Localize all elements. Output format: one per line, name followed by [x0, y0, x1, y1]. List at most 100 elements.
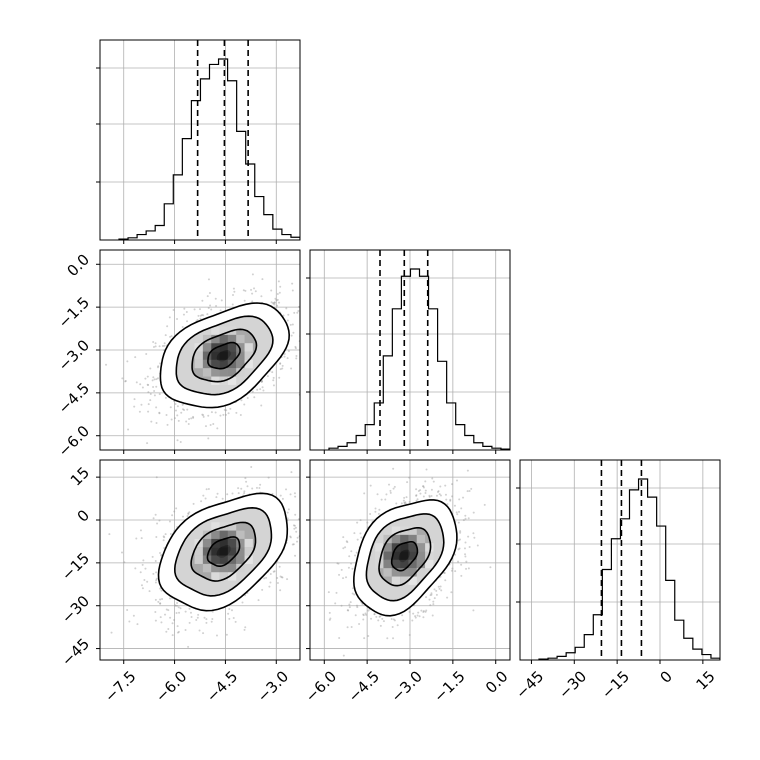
scatter-point [428, 598, 431, 601]
scatter-point [295, 357, 298, 360]
density-cell [408, 534, 417, 544]
scatter-point [158, 393, 161, 396]
scatter-point [395, 502, 398, 505]
scatter-point [359, 519, 362, 522]
scatter-point [291, 289, 294, 292]
density-cell [236, 359, 245, 369]
scatter-point [392, 467, 395, 470]
density-cell [408, 559, 417, 569]
scatter-point [273, 301, 276, 304]
scatter-point [364, 612, 367, 615]
scatter-point [342, 577, 345, 580]
scatter-point [185, 310, 188, 313]
contour-line [190, 521, 257, 582]
scatter-point [363, 637, 366, 640]
scatter-point [342, 536, 345, 539]
scatter-point [467, 567, 470, 570]
scatter-point [460, 574, 463, 577]
scatter-point [158, 411, 161, 414]
scatter-point [279, 368, 282, 371]
scatter-point [419, 489, 422, 492]
scatter-point [304, 312, 306, 314]
scatter-point [431, 477, 434, 480]
scatter-point [133, 405, 136, 408]
scatter-point [417, 489, 420, 492]
density-cell [400, 568, 409, 577]
scatter-point [273, 301, 276, 304]
density-cell [236, 547, 245, 556]
density-cell [236, 351, 245, 360]
scatter-point [415, 494, 418, 497]
scatter-point [419, 492, 422, 495]
density-cell [194, 359, 203, 369]
histogram-step [328, 268, 510, 450]
density-cell [244, 351, 253, 360]
scatter-point [303, 327, 305, 329]
scatter-point [329, 301, 331, 303]
scatter-point [198, 629, 201, 632]
x-tick-label: −6.0 [302, 667, 340, 705]
scatter-point [223, 408, 226, 411]
scatter-point [231, 303, 234, 306]
scatter-point [181, 325, 184, 328]
scatter-point [142, 559, 145, 562]
scatter-point [446, 596, 449, 599]
scatter-point [176, 405, 179, 408]
scatter-point [293, 492, 296, 495]
density-cell [408, 576, 417, 585]
scatter-point [189, 611, 192, 614]
scatter-point [454, 553, 457, 556]
scatter-point [465, 567, 468, 570]
scatter-point [153, 378, 156, 381]
scatter-point [215, 304, 218, 307]
scatter-point [251, 273, 254, 276]
density-cell [219, 351, 228, 360]
scatter-point [336, 562, 339, 565]
scatter-point [290, 334, 293, 337]
scatter-point [175, 507, 178, 510]
scatter-point [318, 528, 320, 530]
density-cell [400, 534, 409, 544]
scatter-point [207, 278, 210, 281]
scatter-point [430, 592, 433, 595]
scatter-point [297, 518, 300, 521]
scatter-point [424, 610, 427, 613]
scatter-point [173, 619, 176, 622]
scatter-point [149, 392, 152, 395]
scatter-point [169, 597, 172, 600]
density-cell [227, 530, 237, 539]
scatter-point [356, 538, 359, 541]
scatter-point [155, 421, 158, 424]
scatter-point [166, 423, 169, 426]
scatter-point [260, 404, 263, 407]
scatter-point [200, 313, 203, 316]
scatter-point [205, 618, 208, 621]
scatter-point [234, 620, 237, 623]
scatter-point [196, 318, 199, 321]
scatter-point [163, 536, 166, 539]
scatter-point [432, 603, 435, 606]
scatter-point [167, 628, 170, 631]
scatter-point [151, 555, 154, 558]
scatter-point [225, 409, 228, 412]
scatter-point [292, 524, 295, 527]
scatter-point [121, 377, 124, 380]
contour-line [390, 541, 419, 572]
scatter-point [406, 481, 409, 484]
x-tick-label: −45 [512, 667, 547, 702]
scatter-point [290, 471, 293, 474]
scatter-point [211, 617, 214, 620]
scatter-point [237, 492, 240, 495]
contour-line [352, 499, 458, 617]
scatter-point [120, 551, 123, 554]
scatter-point [159, 602, 162, 605]
density-cell [202, 351, 212, 360]
scatter-point [291, 543, 294, 546]
scatter-point [337, 562, 340, 565]
scatter-point [173, 510, 176, 513]
scatter-point [416, 614, 419, 617]
scatter-point [291, 282, 294, 285]
scatter-point [272, 301, 275, 304]
scatter-point [256, 388, 259, 391]
scatter-point [202, 414, 205, 417]
